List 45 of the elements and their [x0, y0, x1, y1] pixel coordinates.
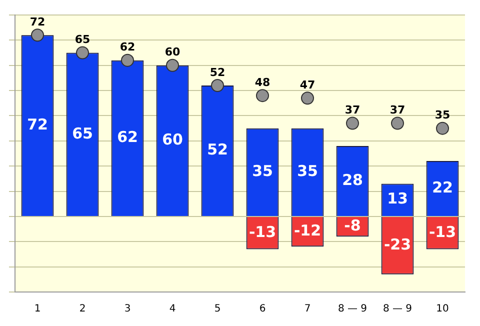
data-label: 65	[74, 33, 90, 46]
data-label: 13	[387, 190, 408, 208]
data-label: 37	[344, 104, 360, 117]
point	[121, 54, 134, 67]
x-tick-label: 3	[124, 304, 131, 315]
data-label: -12	[294, 222, 322, 240]
point	[436, 122, 449, 135]
data-label: 37	[390, 104, 406, 117]
point	[391, 116, 404, 130]
x-tick-label: 5	[214, 304, 221, 315]
x-tick-label: 8 — 9	[338, 304, 368, 315]
data-label: 35	[297, 162, 318, 180]
data-label: 60	[162, 130, 183, 149]
data-label: -23	[384, 236, 412, 254]
data-label: -8	[344, 216, 361, 235]
point	[346, 116, 359, 130]
x-tick-label: 1	[34, 304, 41, 315]
data-label: 48	[254, 76, 270, 89]
data-label: -13	[248, 222, 276, 241]
x-tick-label: 10	[436, 304, 449, 315]
point	[256, 89, 269, 102]
point	[211, 79, 224, 92]
data-label: 47	[300, 78, 316, 92]
x-tick-label: 2	[79, 304, 86, 315]
data-label: 52	[210, 66, 226, 79]
data-label: 35	[434, 108, 450, 122]
x-tick-label: 7	[304, 304, 311, 315]
x-tick-label: 4	[169, 304, 176, 315]
data-label: 35	[252, 162, 273, 180]
point	[166, 58, 179, 72]
x-tick-label: 6	[259, 304, 266, 315]
data-label: 65	[72, 124, 93, 142]
data-label: 28	[342, 170, 363, 189]
data-label: 62	[120, 40, 136, 54]
point	[301, 92, 314, 105]
point	[76, 46, 89, 60]
data-label: -13	[428, 222, 456, 241]
data-label: 60	[164, 46, 180, 59]
data-label: 22	[432, 178, 453, 196]
data-label: 72	[27, 115, 48, 134]
data-label: 52	[207, 140, 228, 159]
x-tick-label: 8 — 9	[382, 304, 412, 315]
point	[31, 28, 44, 42]
data-label: 62	[117, 128, 138, 146]
data-label: 72	[30, 16, 46, 29]
